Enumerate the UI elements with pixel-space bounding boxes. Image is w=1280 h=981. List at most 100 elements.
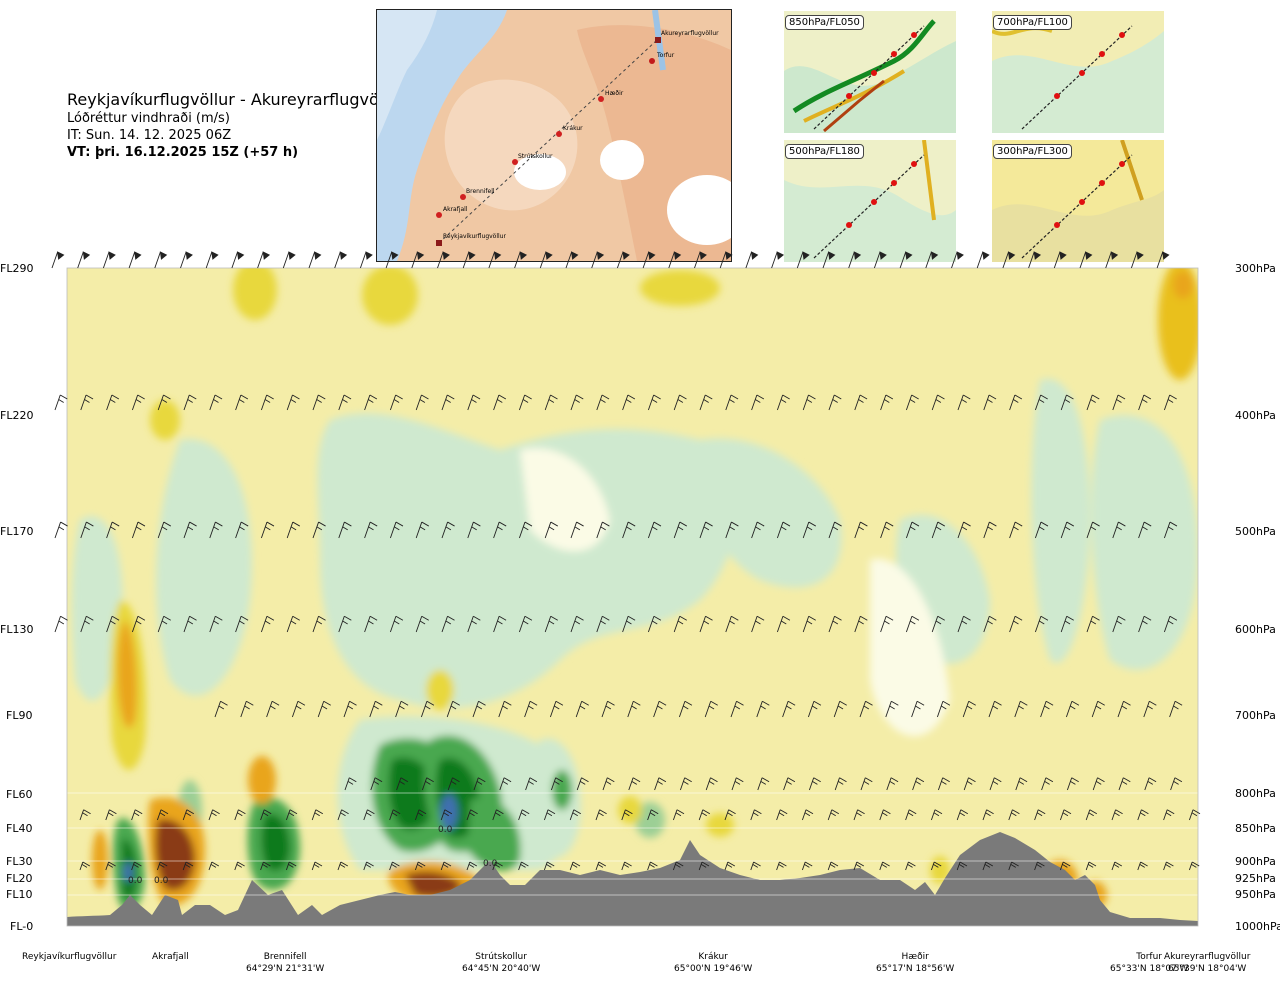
wind-barb [911,700,925,718]
map-label-akureyri: Akureyrarflugvöllur [661,30,719,37]
wind-barb [286,521,301,539]
level-label-fl90: FL90 [6,709,33,722]
wind-barb [183,615,197,633]
mini-map-500-label: 500hPa/FL180 [785,144,864,159]
station-coord: 65°17'N 18°56'W [876,964,955,974]
wind-barb [802,394,816,411]
wind-barb [808,777,821,791]
glacier-vatnajokull [667,175,731,245]
wind-barb [570,394,584,411]
wind-barb [854,394,868,411]
wind-barb [421,777,434,791]
vertical-velocity-field [67,268,1198,926]
station-akureyri: Akureyrarflugvöllur 65°39'N 18°04'W [1164,951,1250,975]
wind-barb [833,700,847,718]
wind-barb [205,251,219,269]
wind-barb [1015,777,1028,791]
wind-barb [596,615,610,633]
wind-barb [565,251,579,269]
wind-barb [647,861,658,871]
wind-barb [1138,394,1152,411]
wind-barb [1053,251,1067,269]
wind-barb [776,861,787,871]
mini-map-700: 700hPa/FL100 [992,11,1164,133]
wind-barb [622,394,636,411]
wind-barb [1059,861,1071,871]
station-marker-krakur [556,131,562,137]
wind-barb [369,700,383,718]
pressure-label-600: 600hPa [1235,623,1276,636]
wind-barb [156,861,168,871]
pressure-label-925: 925hPa [1235,872,1276,885]
wind-barb [389,615,404,633]
wind-barb [1060,521,1075,539]
wind-barb [802,615,816,633]
level-gridlines [67,792,1198,896]
wind-barb [796,251,810,269]
wind-barb [827,861,839,871]
wind-barb [1111,861,1123,871]
wind-barb [518,861,529,871]
wind-barb [570,615,584,633]
wind-barb [1138,521,1152,539]
wind-barb [514,251,528,269]
route-map: Akureyrarflugvöllur Torfur Hæðir Krákur … [376,9,732,262]
wind-barb [80,521,94,539]
wind-barb [653,700,667,718]
wind-barb [1085,809,1098,821]
wind-barb [801,861,813,871]
wind-barb [673,394,687,411]
wind-barb [828,521,842,539]
wind-barb [834,777,847,791]
sea-area [377,10,507,261]
wind-barb [988,700,1002,718]
wind-barb [338,394,352,411]
wind-barb [441,521,455,539]
wind-barb [157,521,172,539]
wind-barb [925,251,939,269]
mini-map-500-graphic [784,140,956,262]
wind-barb [873,251,887,269]
station-name: Brennifell [263,952,307,962]
updraft-region-west [156,439,252,696]
wind-barb [931,521,946,539]
wind-barb [859,700,873,718]
wind-barb [731,777,744,791]
wind-barb [385,251,399,269]
level-label-fl130: FL130 [0,623,34,636]
wind-barb [359,251,373,269]
wind-barb [183,521,197,539]
wind-barb [725,521,739,539]
wind-barb [411,251,425,269]
wind-barb [363,861,374,871]
wind-barb [776,521,791,539]
pressure-label-850: 850hPa [1235,822,1276,835]
wind-barb [544,615,558,633]
wind-barb [982,809,994,821]
wind-barb [642,251,656,269]
wind-barb [1170,777,1183,791]
wind-barb [79,861,91,871]
wind-barb [1086,615,1100,633]
wind-barb [260,861,271,871]
updraft-region-east-column [1031,378,1090,664]
wind-barb [364,615,378,633]
wind-barb [311,861,323,871]
wind-barb [956,861,968,871]
wind-barbs [51,251,1201,871]
wind-barb [828,394,842,411]
wind-barb [956,809,969,821]
station-torfur: Torfur 65°33'N 18°07'W [1110,951,1188,975]
wind-barb [757,777,770,791]
wind-barb [886,777,899,791]
wind-barb [182,809,195,821]
wind-barb [467,521,481,539]
wind-barb [982,861,994,871]
wind-barb [647,809,659,821]
wind-barb [725,394,739,411]
wind-barb [1118,777,1131,791]
wind-barb [783,777,796,791]
map-label-krakur: Krákur [563,125,583,132]
value-annotations: 0.0 0.0 0.0 0.0 [128,825,498,886]
wind-barb [602,777,615,791]
